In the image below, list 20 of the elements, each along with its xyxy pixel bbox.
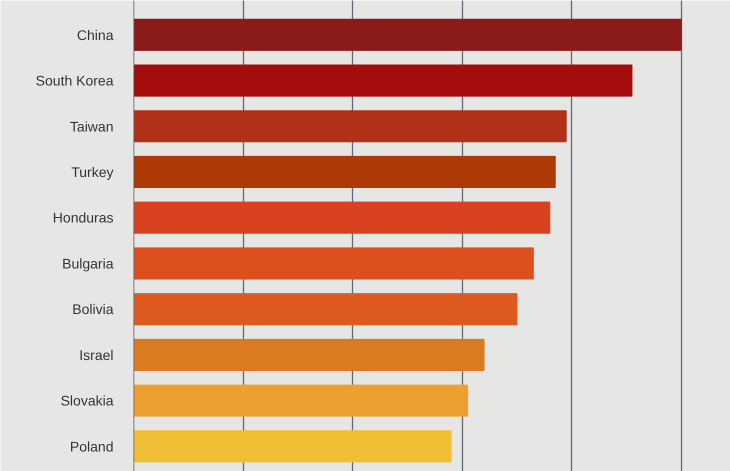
y-tick-label: Poland	[70, 438, 114, 454]
y-tick-label: Bulgaria	[62, 255, 114, 272]
bar	[134, 384, 468, 417]
y-tick-label: Turkey	[71, 164, 114, 180]
y-tick-label: Israel	[79, 346, 114, 363]
bar	[134, 338, 485, 371]
bar	[134, 156, 556, 188]
bar	[134, 18, 682, 51]
bar	[134, 64, 632, 97]
y-tick-label: Bolivia	[72, 301, 114, 318]
bar	[134, 293, 518, 326]
y-tick-label: Honduras	[52, 210, 114, 226]
y-tick-label: China	[76, 26, 114, 43]
bar	[134, 202, 550, 234]
bar	[134, 110, 567, 142]
y-tick-label: Slovakia	[60, 392, 114, 409]
bar	[134, 247, 534, 280]
bar	[134, 430, 452, 462]
y-tick-label: South Korea	[36, 72, 114, 89]
y-tick-label: Taiwan	[70, 118, 114, 134]
